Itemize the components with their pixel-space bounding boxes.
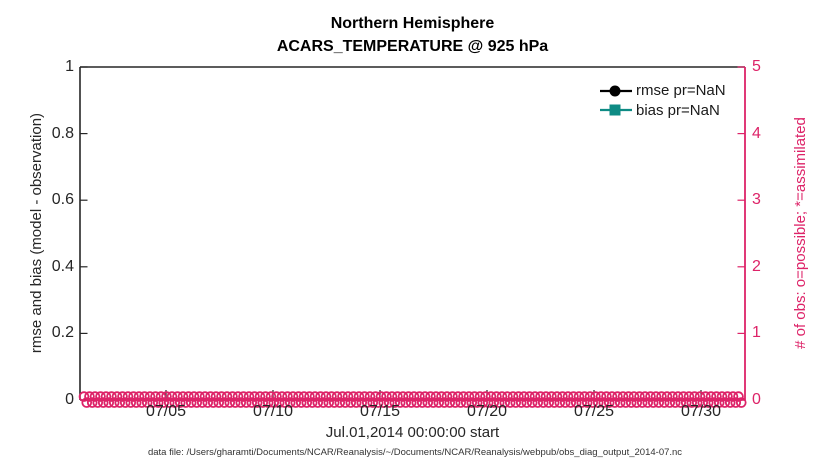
- xtick-0720: 07/20: [466, 403, 508, 420]
- right-ytick-5: 5: [752, 58, 761, 75]
- legend-entry-rmse: rmse pr=NaN: [636, 82, 726, 99]
- chart-subtitle: ACARS_TEMPERATURE @ 925 hPa: [276, 38, 549, 55]
- x-axis-label: Jul.01,2014 00:00:00 start: [325, 424, 500, 441]
- right-ytick-2: 2: [752, 258, 761, 275]
- legend-bias-square-marker: [609, 104, 621, 116]
- left-ytick-1: 1: [65, 58, 74, 75]
- right-ytick-0: 0: [752, 391, 761, 408]
- legend-rmse-circle-marker: [609, 85, 621, 97]
- left-y-axis-label: rmse and bias (model - observation): [28, 112, 45, 354]
- xtick-0715: 07/15: [359, 403, 401, 420]
- legend-entry-bias: bias pr=NaN: [636, 102, 720, 119]
- left-ytick-0.6: 0.6: [51, 191, 74, 208]
- xtick-0710: 07/10: [252, 403, 294, 420]
- chart-title: Northern Hemisphere: [330, 15, 495, 32]
- left-ytick-0.8: 0.8: [51, 125, 74, 142]
- left-ytick-0: 0: [65, 391, 74, 408]
- right-ytick-1: 1: [752, 324, 761, 341]
- xtick-0705: 07/05: [145, 403, 187, 420]
- obs-count-marker-band: [78, 391, 747, 408]
- xtick-0725: 07/25: [573, 403, 615, 420]
- left-ytick-0.2: 0.2: [51, 324, 74, 341]
- left-ytick-0.4: 0.4: [51, 258, 74, 275]
- right-ytick-3: 3: [752, 191, 761, 208]
- xtick-0730: 07/30: [680, 403, 722, 420]
- right-ytick-4: 4: [752, 125, 761, 142]
- data-file-path: data file: /Users/gharamti/Documents/NCA…: [147, 447, 683, 458]
- right-y-axis-label: # of obs: o=possible; *=assimilated: [792, 117, 809, 349]
